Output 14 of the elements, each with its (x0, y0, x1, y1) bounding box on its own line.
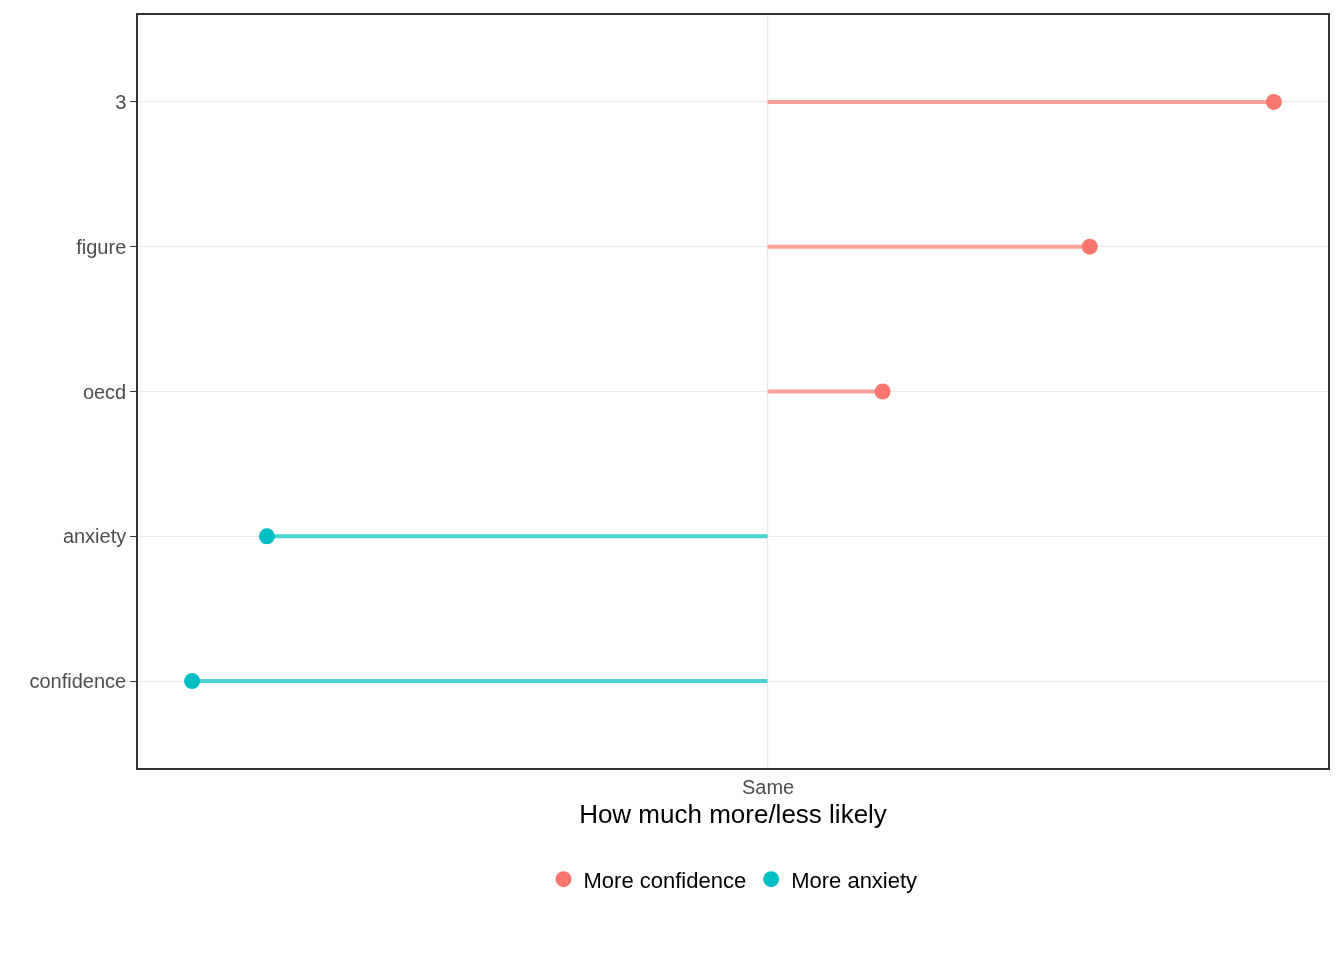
ref-line-label: Same (742, 776, 795, 798)
y-tick-label: 3 (115, 90, 127, 113)
y-tick-label: confidence (29, 670, 127, 693)
point (184, 673, 201, 690)
point (874, 383, 891, 400)
legend-label: More confidence (583, 867, 747, 893)
x-axis-title: How much more/less likely (579, 798, 887, 829)
y-tick-label: anxiety (62, 525, 127, 548)
y-tick-label: figure (76, 235, 127, 258)
y-tick-label: oecd (82, 380, 127, 403)
legend-label: More anxiety (791, 867, 918, 893)
point (1265, 93, 1282, 110)
point (258, 528, 275, 545)
point (1081, 238, 1098, 255)
